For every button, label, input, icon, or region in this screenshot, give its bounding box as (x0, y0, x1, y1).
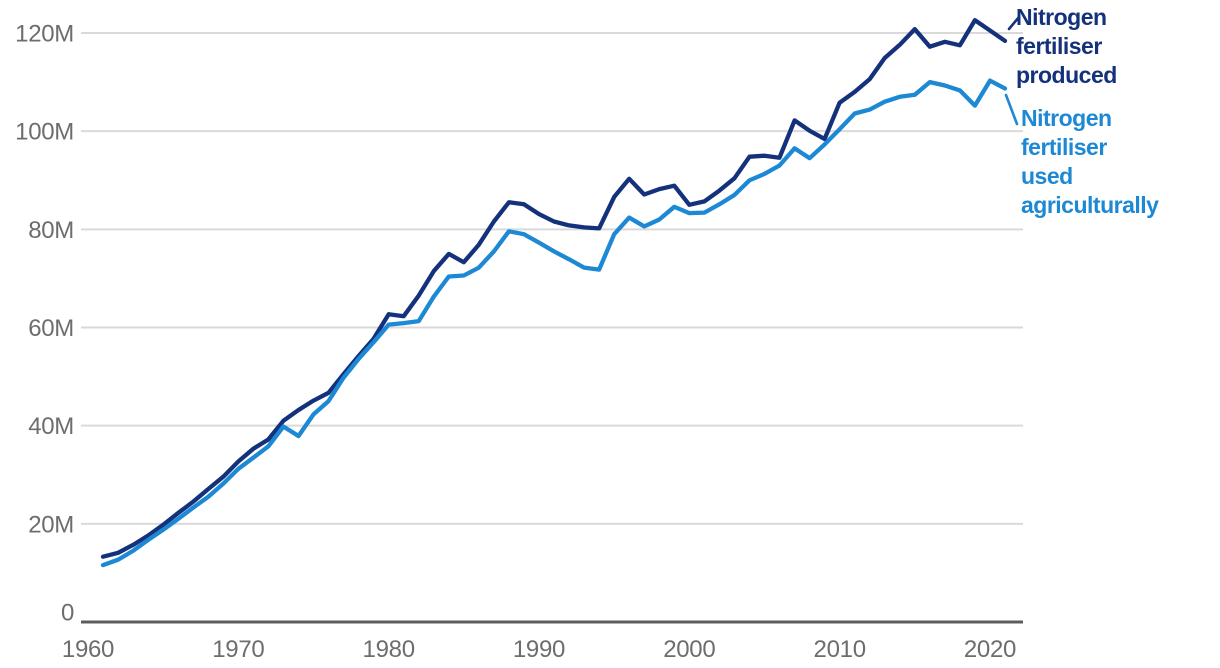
series-line-produced (100, 18, 1008, 559)
series-line-used-agriculturally (100, 78, 1008, 568)
x-tick-label-2000: 2000 (663, 636, 715, 663)
legend-connector-used-agriculturally (1004, 93, 1019, 126)
x-tick-label-1990: 1990 (513, 636, 565, 663)
y-tick-label-60M: 60M (28, 315, 74, 342)
y-tick-label-20M: 20M (28, 511, 74, 538)
x-tick-label-1970: 1970 (212, 636, 264, 663)
x-tick-label-1960: 1960 (62, 636, 114, 663)
legend-label-used-agriculturally: Nitrogen fertiliser used agriculturally (1021, 105, 1159, 218)
x-tick-label-1980: 1980 (363, 636, 415, 663)
y-tick-label-0: 0 (61, 600, 74, 627)
y-tick-label-120M: 120M (15, 21, 74, 48)
legend-label-produced: Nitrogen fertiliser produced (1016, 4, 1117, 88)
y-tick-label-100M: 100M (15, 119, 74, 146)
legend-connector-produced (1007, 15, 1021, 31)
x-tick-label-2010: 2010 (814, 636, 866, 663)
x-tick-label-2020: 2020 (964, 636, 1016, 663)
y-tick-label-40M: 40M (28, 413, 74, 440)
y-tick-label-80M: 80M (28, 217, 74, 244)
